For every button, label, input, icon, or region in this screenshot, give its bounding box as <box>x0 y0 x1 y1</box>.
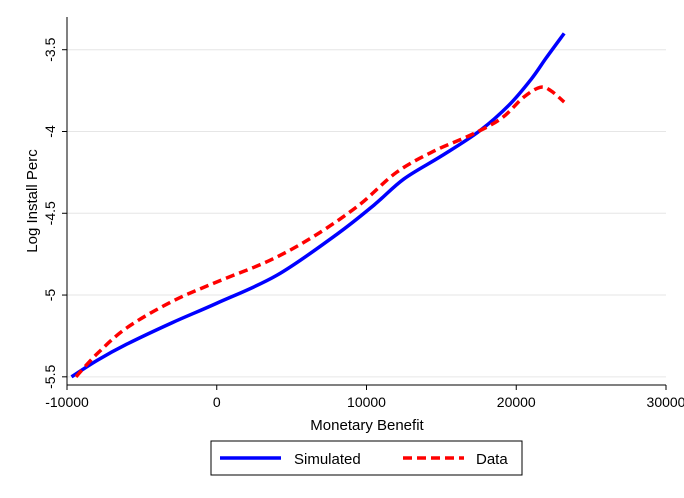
x-tick-label: 0 <box>213 394 221 410</box>
series-lines <box>70 32 566 379</box>
x-axis-label: Monetary Benefit <box>310 417 424 434</box>
legend-label-simulated: Simulated <box>294 451 361 468</box>
y-tick-label: -5.5 <box>42 365 58 389</box>
y-tick-label: -4 <box>42 125 58 138</box>
x-tick-label: 20000 <box>497 394 536 410</box>
y-tick-label: -5 <box>42 289 58 302</box>
series-line-simulated <box>70 32 566 379</box>
axes: -5.5 -5 -4.5 -4 -3.5 -10000 0 10000 20000 30000 <box>42 17 684 410</box>
y-tick-label: -4.5 <box>42 201 58 225</box>
y-axis-label: Log Install Perc <box>24 149 41 253</box>
x-tick-label: 10000 <box>347 394 386 410</box>
legend: Simulated Data <box>210 440 523 476</box>
x-tick-label: 30000 <box>647 394 684 410</box>
legend-label-data: Data <box>476 451 508 468</box>
x-tick-label: -10000 <box>45 394 89 410</box>
y-tick-label: -3.5 <box>42 37 58 61</box>
